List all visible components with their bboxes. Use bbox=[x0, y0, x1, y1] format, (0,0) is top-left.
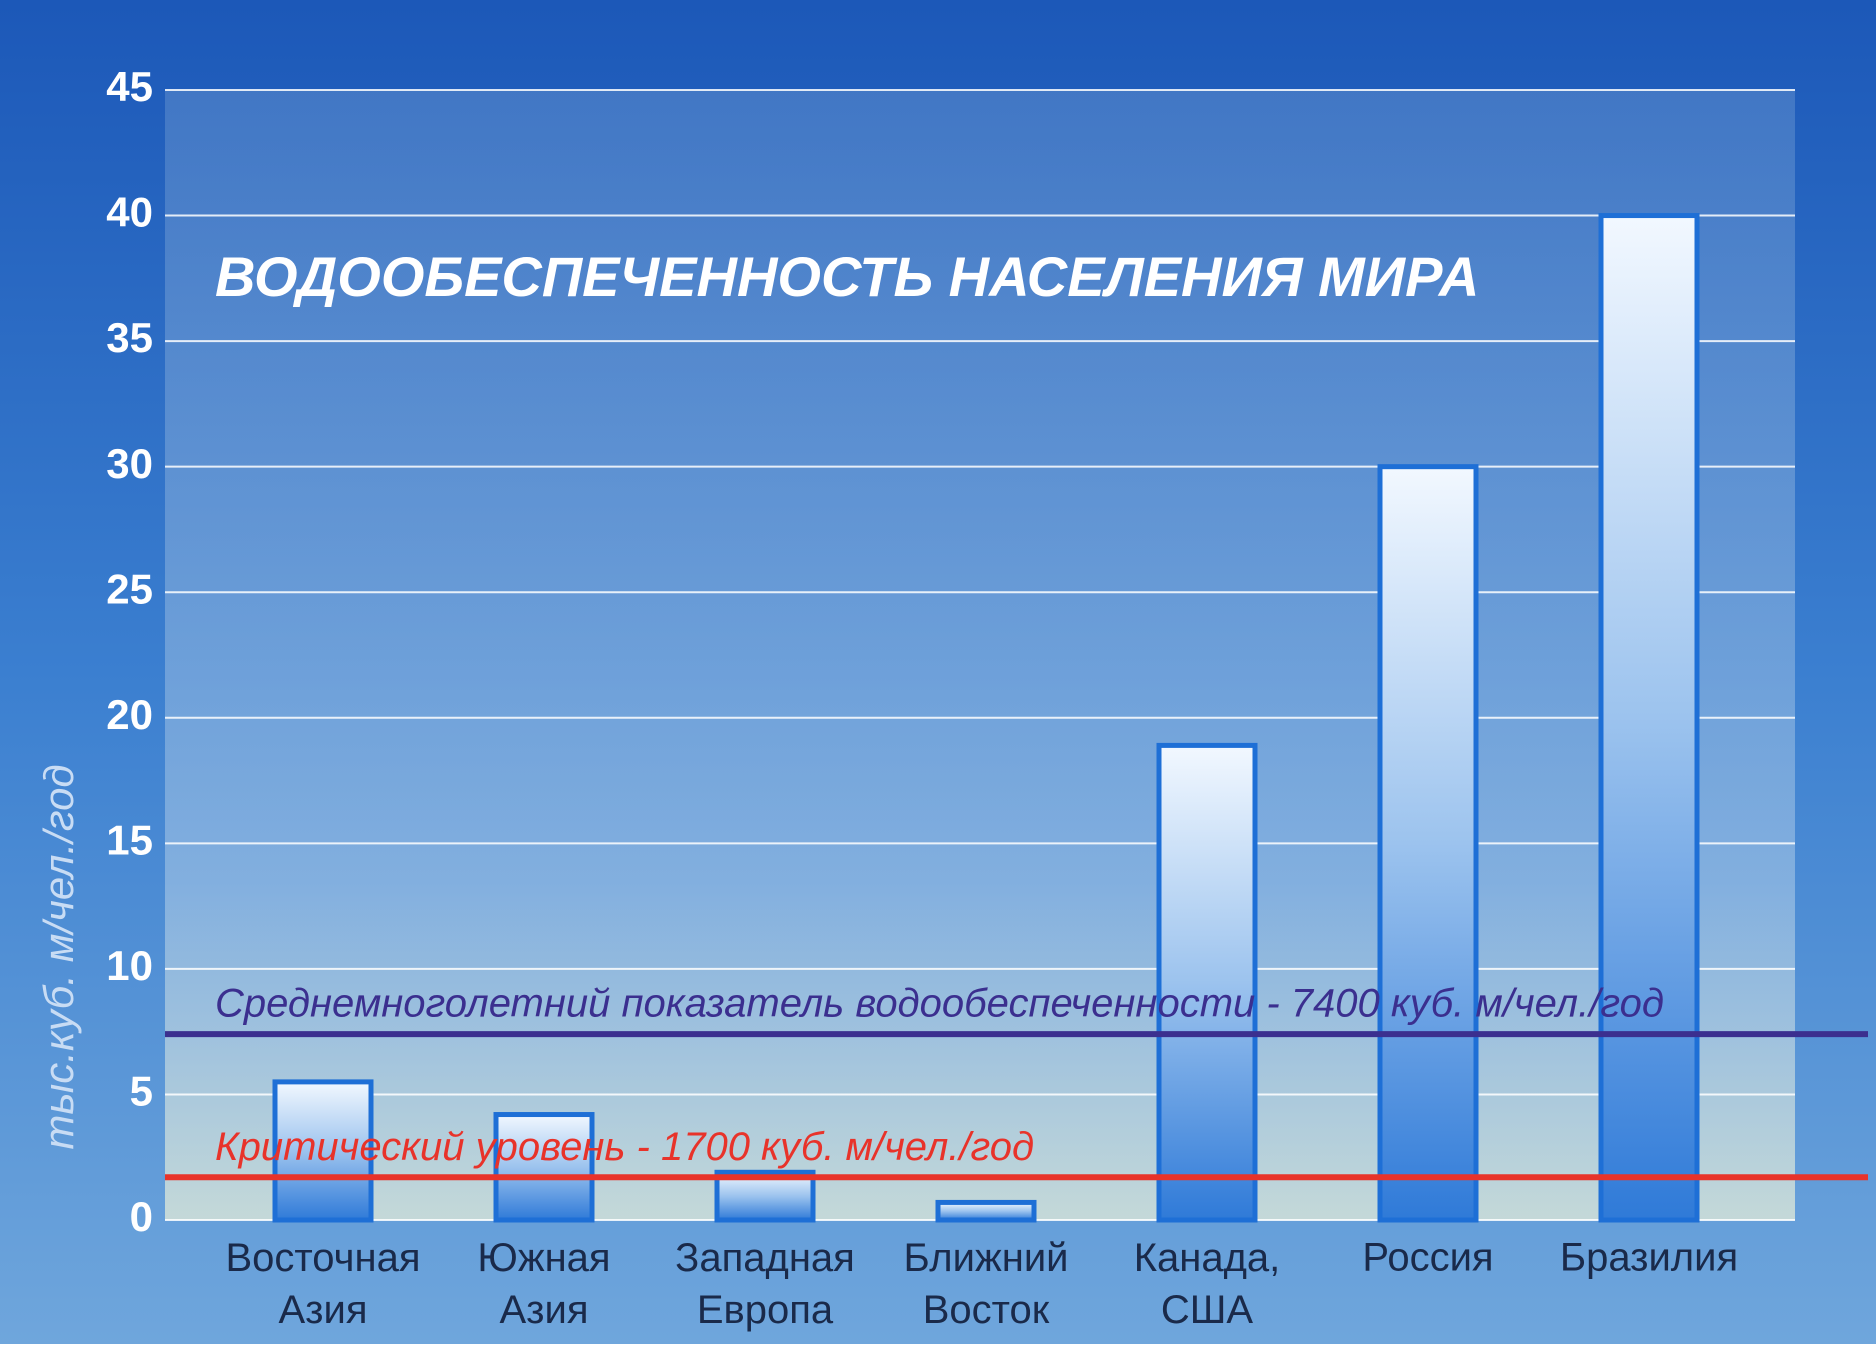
y-tick-label: 20 bbox=[106, 691, 153, 738]
x-tick-label-line: Канада, bbox=[1134, 1236, 1281, 1280]
x-tick-label-line: США bbox=[1161, 1288, 1254, 1332]
y-tick-label: 30 bbox=[106, 440, 153, 487]
x-tick-label-line: Восток bbox=[923, 1288, 1050, 1332]
x-tick-label-line: Ближний bbox=[903, 1236, 1068, 1280]
reference-label: Критический уровень - 1700 куб. м/чел./г… bbox=[215, 1125, 1034, 1169]
chart-title: ВОДООБЕСПЕЧЕННОСТЬ НАСЕЛЕНИЯ МИРА bbox=[215, 245, 1479, 308]
bar bbox=[938, 1202, 1034, 1220]
x-tick-label-line: Западная bbox=[675, 1236, 855, 1280]
y-tick-label: 15 bbox=[106, 816, 153, 863]
x-tick-label: Россия bbox=[1362, 1236, 1493, 1280]
chart: ВОДООБЕСПЕЧЕННОСТЬ НАСЕЛЕНИЯ МИРА тыс.ку… bbox=[0, 0, 1876, 1344]
y-tick-label: 45 bbox=[106, 63, 153, 110]
reference-label: Среднемноголетний показатель водообеспеч… bbox=[215, 982, 1664, 1026]
y-axis-label: тыс.куб. м/чел./год bbox=[35, 764, 82, 1149]
y-tick-label: 25 bbox=[106, 565, 153, 612]
x-tick-label: Бразилия bbox=[1560, 1236, 1738, 1280]
y-tick-label: 10 bbox=[106, 942, 153, 989]
y-tick-label: 0 bbox=[130, 1193, 153, 1240]
bar bbox=[1601, 216, 1697, 1220]
bar bbox=[1380, 467, 1476, 1220]
x-tick-label-line: Европа bbox=[697, 1288, 834, 1332]
y-tick-label: 40 bbox=[106, 189, 153, 236]
y-tick-label: 5 bbox=[130, 1068, 153, 1115]
x-tick-label-line: Азия bbox=[278, 1288, 367, 1332]
y-tick-label: 35 bbox=[106, 314, 153, 361]
x-tick-label-line: Азия bbox=[499, 1288, 588, 1332]
x-tick-label-line: Восточная bbox=[226, 1236, 421, 1280]
x-tick-label-line: Южная bbox=[477, 1236, 610, 1280]
